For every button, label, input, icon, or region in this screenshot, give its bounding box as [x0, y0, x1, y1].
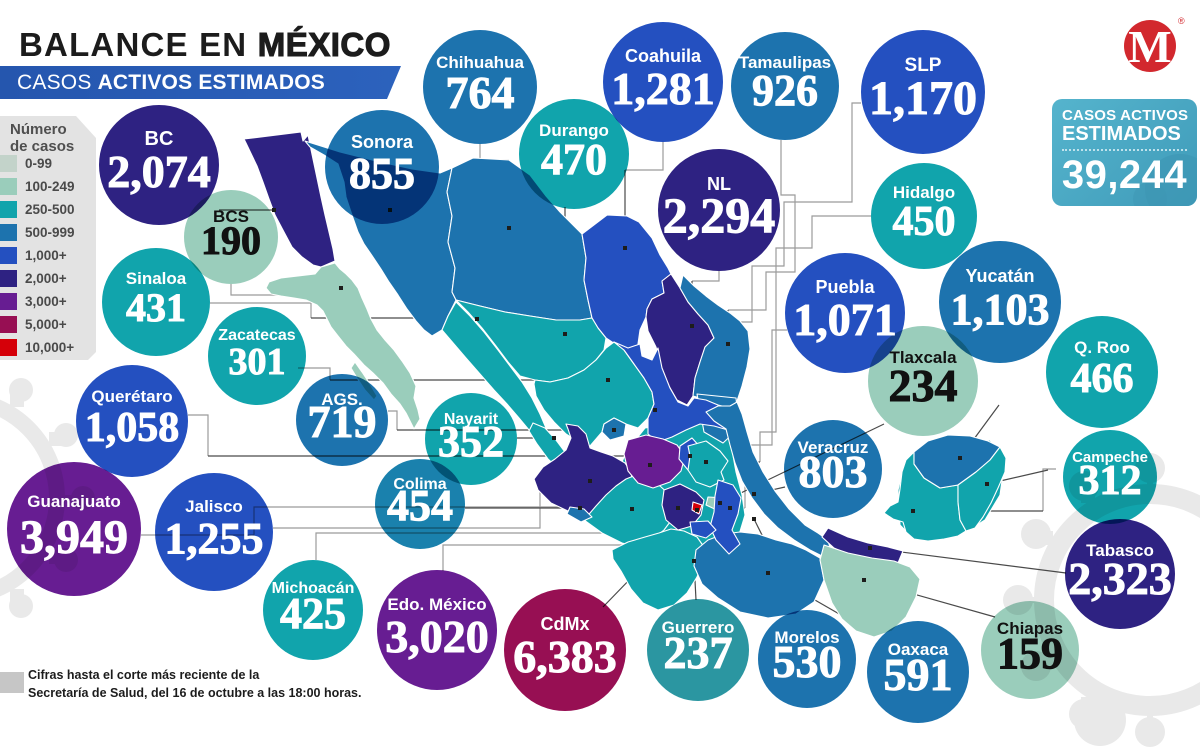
svg-text:Veracruz: Veracruz	[798, 438, 869, 457]
svg-text:234: 234	[889, 360, 958, 411]
svg-text:Chiapas: Chiapas	[997, 619, 1063, 638]
svg-text:425: 425	[280, 589, 346, 638]
svg-text:Jalisco: Jalisco	[185, 497, 243, 516]
svg-text:1,058: 1,058	[85, 405, 180, 451]
svg-text:Chihuahua: Chihuahua	[436, 53, 524, 72]
svg-text:352: 352	[438, 417, 504, 466]
svg-text:CdMx: CdMx	[541, 614, 590, 634]
svg-text:855: 855	[349, 149, 415, 198]
svg-text:Durango: Durango	[539, 121, 609, 140]
svg-text:159: 159	[997, 629, 1063, 678]
svg-text:237: 237	[664, 627, 733, 678]
svg-text:Colima: Colima	[393, 476, 446, 493]
svg-text:Sonora: Sonora	[351, 132, 414, 152]
svg-text:803: 803	[799, 446, 868, 497]
svg-text:1,281: 1,281	[611, 63, 715, 114]
svg-text:3,020: 3,020	[385, 611, 489, 662]
svg-text:1,255: 1,255	[165, 514, 264, 563]
svg-text:Yucatán: Yucatán	[965, 266, 1034, 286]
svg-text:190: 190	[201, 218, 261, 263]
svg-text:470: 470	[541, 135, 607, 184]
svg-text:431: 431	[126, 285, 186, 330]
svg-text:Guerrero: Guerrero	[662, 618, 735, 637]
svg-text:2,074: 2,074	[107, 146, 211, 197]
svg-text:926: 926	[752, 66, 818, 115]
svg-text:Michoacán: Michoacán	[272, 580, 355, 597]
svg-text:Edo. México: Edo. México	[387, 595, 486, 614]
svg-text:2,323: 2,323	[1068, 553, 1172, 604]
svg-text:6,383: 6,383	[513, 631, 617, 682]
svg-text:301: 301	[229, 341, 286, 383]
svg-text:Sinaloa: Sinaloa	[126, 269, 187, 288]
svg-text:NL: NL	[707, 174, 731, 194]
svg-text:Tabasco: Tabasco	[1086, 541, 1154, 560]
svg-text:BCS: BCS	[213, 207, 249, 226]
svg-text:Querétaro: Querétaro	[91, 387, 172, 406]
svg-text:312: 312	[1079, 458, 1142, 504]
svg-text:1,170: 1,170	[869, 72, 977, 125]
svg-text:Campeche: Campeche	[1072, 449, 1148, 466]
svg-text:BC: BC	[145, 128, 174, 150]
svg-text:SLP: SLP	[905, 55, 942, 76]
svg-text:Coahuila: Coahuila	[625, 46, 702, 66]
svg-text:450: 450	[893, 199, 956, 245]
svg-text:764: 764	[446, 67, 515, 118]
svg-text:Oaxaca: Oaxaca	[888, 640, 949, 659]
svg-text:2,294: 2,294	[663, 187, 776, 243]
svg-text:591: 591	[884, 649, 953, 700]
svg-text:Tamaulipas: Tamaulipas	[739, 53, 831, 72]
svg-text:1,071: 1,071	[793, 294, 897, 345]
svg-text:Nayarit: Nayarit	[444, 411, 499, 428]
svg-text:454: 454	[387, 481, 453, 530]
svg-text:Hidalgo: Hidalgo	[893, 183, 955, 202]
svg-text:Morelos: Morelos	[774, 628, 839, 647]
svg-text:Q. Roo: Q. Roo	[1074, 338, 1130, 357]
svg-text:719: 719	[308, 396, 377, 447]
svg-text:1,103: 1,103	[951, 285, 1050, 334]
svg-text:Guanajuato: Guanajuato	[27, 492, 121, 511]
svg-text:Puebla: Puebla	[815, 277, 875, 297]
svg-text:466: 466	[1071, 356, 1134, 402]
svg-text:3,949: 3,949	[20, 511, 128, 564]
svg-text:AGS.: AGS.	[321, 390, 363, 409]
svg-text:530: 530	[773, 636, 842, 687]
svg-text:Tlaxcala: Tlaxcala	[889, 348, 957, 367]
svg-text:Zacatecas: Zacatecas	[218, 327, 295, 344]
